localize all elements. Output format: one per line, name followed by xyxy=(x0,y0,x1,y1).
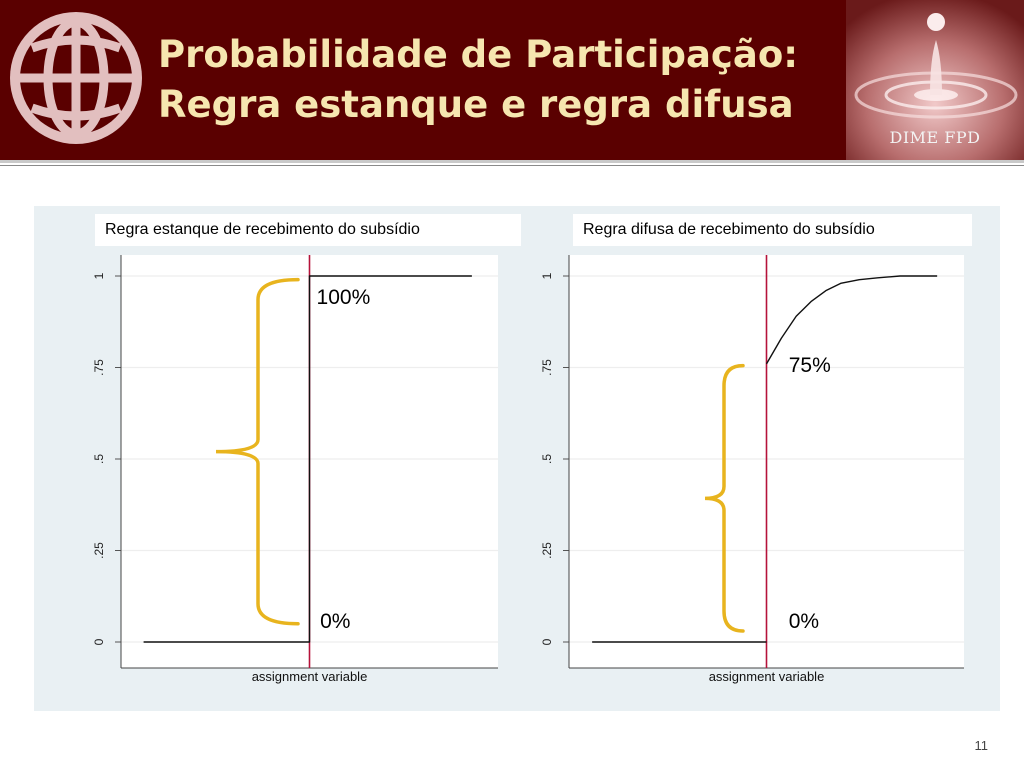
globe-icon xyxy=(10,12,142,144)
y-tick-label: .75 xyxy=(92,359,106,376)
title-line-2: Regra estanque e regra difusa xyxy=(158,83,794,126)
percentage-annotation: 100% xyxy=(317,286,371,309)
y-tick-label: 0 xyxy=(92,638,106,645)
series-line xyxy=(765,275,938,365)
x-axis-label: assignment variable xyxy=(709,669,825,684)
page-number: 11 xyxy=(974,738,989,753)
percentage-annotation: 75% xyxy=(789,354,831,377)
bracket-brace xyxy=(215,277,300,626)
y-tick-label: .25 xyxy=(540,542,554,559)
y-tick-label: 1 xyxy=(540,272,554,279)
y-tick-label: 1 xyxy=(92,272,106,279)
y-tick-label: .5 xyxy=(92,454,106,464)
bracket-brace xyxy=(704,363,745,633)
title-line-1: Probabilidade de Participação: xyxy=(158,33,799,76)
x-axis-label: assignment variable xyxy=(252,669,368,684)
header-divider-thin xyxy=(0,165,1024,166)
slide-title: Probabilidade de Participação: Regra est… xyxy=(158,30,798,130)
chart-caption-sharp: Regra estanque de recebimento do subsídi… xyxy=(95,214,521,246)
percentage-annotation: 0% xyxy=(789,610,819,633)
y-tick-label: .5 xyxy=(540,454,554,464)
world-bank-logo xyxy=(2,2,154,158)
series-line xyxy=(143,275,472,643)
y-tick-label: 0 xyxy=(540,638,554,645)
water-drop-image xyxy=(846,0,1024,160)
chart-caption-fuzzy: Regra difusa de recebimento do subsídio xyxy=(573,214,972,246)
header-divider xyxy=(0,160,1024,163)
brand-label: DIME FPD xyxy=(889,128,981,147)
y-tick-label: .25 xyxy=(92,542,106,559)
y-tick-label: .75 xyxy=(540,359,554,376)
percentage-annotation: 0% xyxy=(320,610,350,633)
